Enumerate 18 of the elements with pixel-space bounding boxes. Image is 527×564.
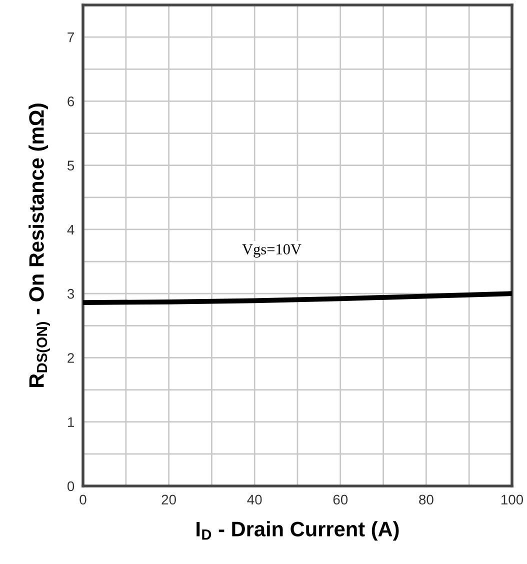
y-tick-label: 1 xyxy=(68,417,74,427)
y-tick-label: 0 xyxy=(67,481,74,492)
x-tick-label: 20 xyxy=(162,494,176,505)
line-series xyxy=(83,291,512,306)
y-tick-label: 4 xyxy=(67,224,74,234)
text: Vgs=10V xyxy=(242,244,302,258)
y-tick-label: 6 xyxy=(68,96,74,106)
y-tick-label: 2 xyxy=(68,353,74,363)
y-axis-title: R$_{DS(ON)}$ - On Resistance (mΩ) xyxy=(28,104,50,388)
y-tick-label: 5 xyxy=(68,160,74,171)
x-tick-label: 0 xyxy=(80,494,86,505)
x-tick-label: 100 xyxy=(501,494,524,505)
y-tick-label: 7 xyxy=(68,32,74,42)
x-tick-label: 80 xyxy=(419,494,434,505)
x-tick-label: 60 xyxy=(333,494,348,505)
x-tick-label: 40 xyxy=(247,494,262,505)
y-tick-label: 3 xyxy=(67,288,74,299)
x-axis-title: I$_{D}$ - Drain Current (A) xyxy=(196,521,399,541)
